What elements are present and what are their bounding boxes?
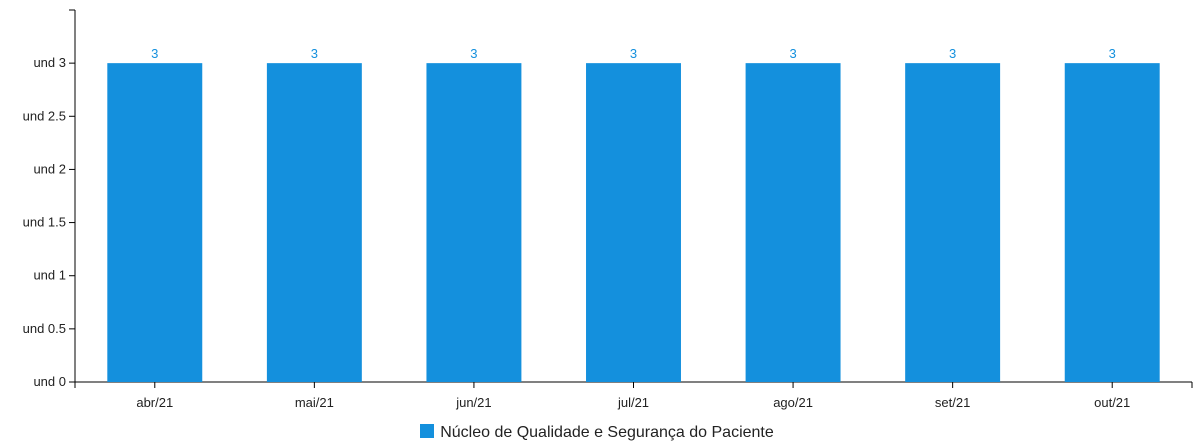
x-axis: abr/21 mai/21 jun/21 jul/21 ago/21 set/21 out/…	[74, 381, 1193, 410]
x-tick-label: set/21	[935, 395, 970, 410]
y-tick-label: und 1	[33, 268, 66, 283]
y-tick-label: und 1.5	[23, 215, 66, 230]
bar-value-label: 3	[311, 46, 318, 61]
y-tick-label: und 2	[33, 161, 66, 176]
legend-label: Núcleo de Qualidade e Segurança do Pacie…	[440, 424, 774, 441]
data-labels: 3 3 3 3 3 3 3	[151, 46, 1116, 61]
x-tick-label: out/21	[1094, 395, 1130, 410]
x-tick-label: jun/21	[455, 395, 491, 410]
bar[interactable]	[586, 63, 681, 383]
bar-value-label: 3	[1109, 46, 1116, 61]
legend-swatch	[420, 424, 435, 438]
bars	[107, 63, 1160, 383]
bar-value-label: 3	[949, 46, 956, 61]
bar[interactable]	[426, 63, 522, 383]
x-tick-label: mai/21	[295, 395, 334, 410]
x-tick-label: ago/21	[773, 395, 813, 410]
bar[interactable]	[745, 63, 841, 383]
x-tick-label: jul/21	[617, 395, 649, 410]
bar[interactable]	[1064, 63, 1160, 383]
bar-value-label: 3	[470, 46, 477, 61]
bar[interactable]	[905, 63, 1001, 383]
bar-chart: und 0 und 0.5 und 1 und 1.5 und 2 und 2.5 und …	[23, 9, 1193, 410]
y-axis: und 0 und 0.5 und 1 und 1.5 und 2 und 2.5 und …	[23, 9, 76, 389]
bar[interactable]	[266, 63, 362, 383]
bar[interactable]	[107, 63, 203, 383]
x-tick-label: abr/21	[136, 395, 173, 410]
bar-value-label: 3	[630, 46, 637, 61]
y-tick-label: und 0	[33, 374, 66, 389]
y-tick-label: und 0.5	[23, 321, 66, 336]
legend[interactable]: Núcleo de Qualidade e Segurança do Pacie…	[0, 424, 1194, 442]
y-tick-label: und 3	[33, 55, 66, 70]
bar-value-label: 3	[789, 46, 796, 61]
bar-value-label: 3	[151, 46, 158, 61]
y-tick-label: und 2.5	[23, 108, 66, 123]
